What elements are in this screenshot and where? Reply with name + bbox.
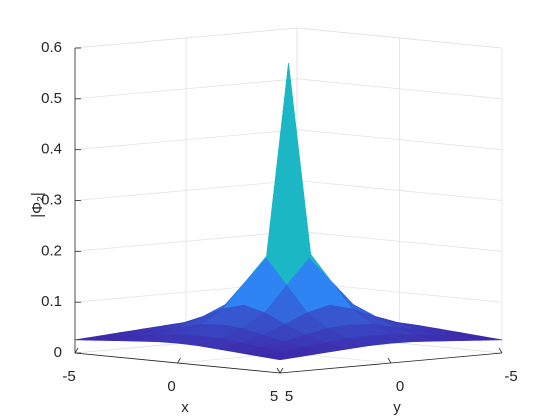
z-axis-label: |Φ₂| xyxy=(29,192,46,218)
y-tick xyxy=(498,347,503,354)
surface-patch xyxy=(259,351,303,361)
z-tick-label: 0 xyxy=(54,344,62,361)
z-tick-label: 0.3 xyxy=(41,191,62,208)
y-tick-label: 5 xyxy=(285,388,293,405)
y-tick xyxy=(276,367,281,374)
z-tick-label: 0.4 xyxy=(41,141,62,158)
x-tick-label: -5 xyxy=(62,368,75,385)
z-tick-label: 0.1 xyxy=(41,293,62,310)
x-axis-label: x xyxy=(181,399,189,416)
y-tick xyxy=(387,357,392,364)
y-tick-label: 0 xyxy=(396,378,404,395)
z-tick-label: 0.5 xyxy=(41,90,62,107)
grid-line xyxy=(74,27,503,49)
y-tick-label: -5 xyxy=(504,368,517,385)
x-tick-label: 5 xyxy=(270,388,278,405)
box-edge xyxy=(74,27,503,49)
x-tick-label: 0 xyxy=(167,378,175,395)
y-axis-label: y xyxy=(393,399,401,416)
x-tick xyxy=(177,357,181,364)
x-tick xyxy=(279,367,284,374)
x-tick xyxy=(74,347,79,354)
surface-patch xyxy=(265,63,310,286)
z-tick-label: 0.6 xyxy=(41,39,62,56)
z-tick-label: 0.2 xyxy=(41,242,62,259)
